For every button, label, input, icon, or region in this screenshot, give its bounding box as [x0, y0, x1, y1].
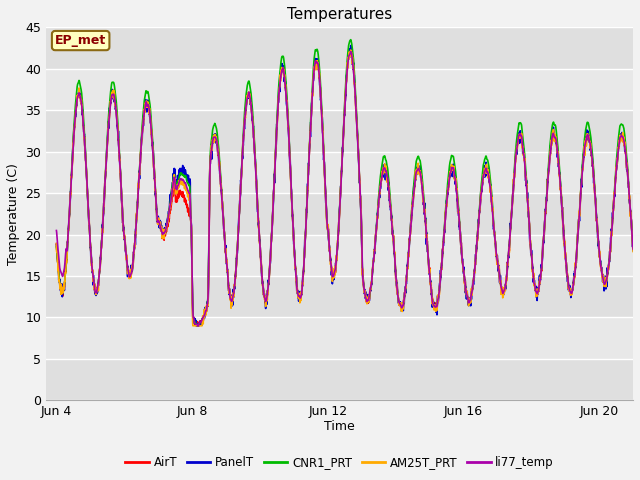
Bar	[46, 110, 633, 152]
Bar	[46, 276, 633, 317]
Bar	[46, 359, 633, 400]
Title: Temperatures: Temperatures	[287, 7, 392, 22]
Y-axis label: Temperature (C): Temperature (C)	[7, 163, 20, 265]
Legend: AirT, PanelT, CNR1_PRT, AM25T_PRT, li77_temp: AirT, PanelT, CNR1_PRT, AM25T_PRT, li77_…	[121, 451, 559, 473]
Bar	[46, 27, 633, 69]
X-axis label: Time: Time	[324, 420, 355, 432]
Text: EP_met: EP_met	[55, 34, 106, 47]
Bar	[46, 193, 633, 235]
